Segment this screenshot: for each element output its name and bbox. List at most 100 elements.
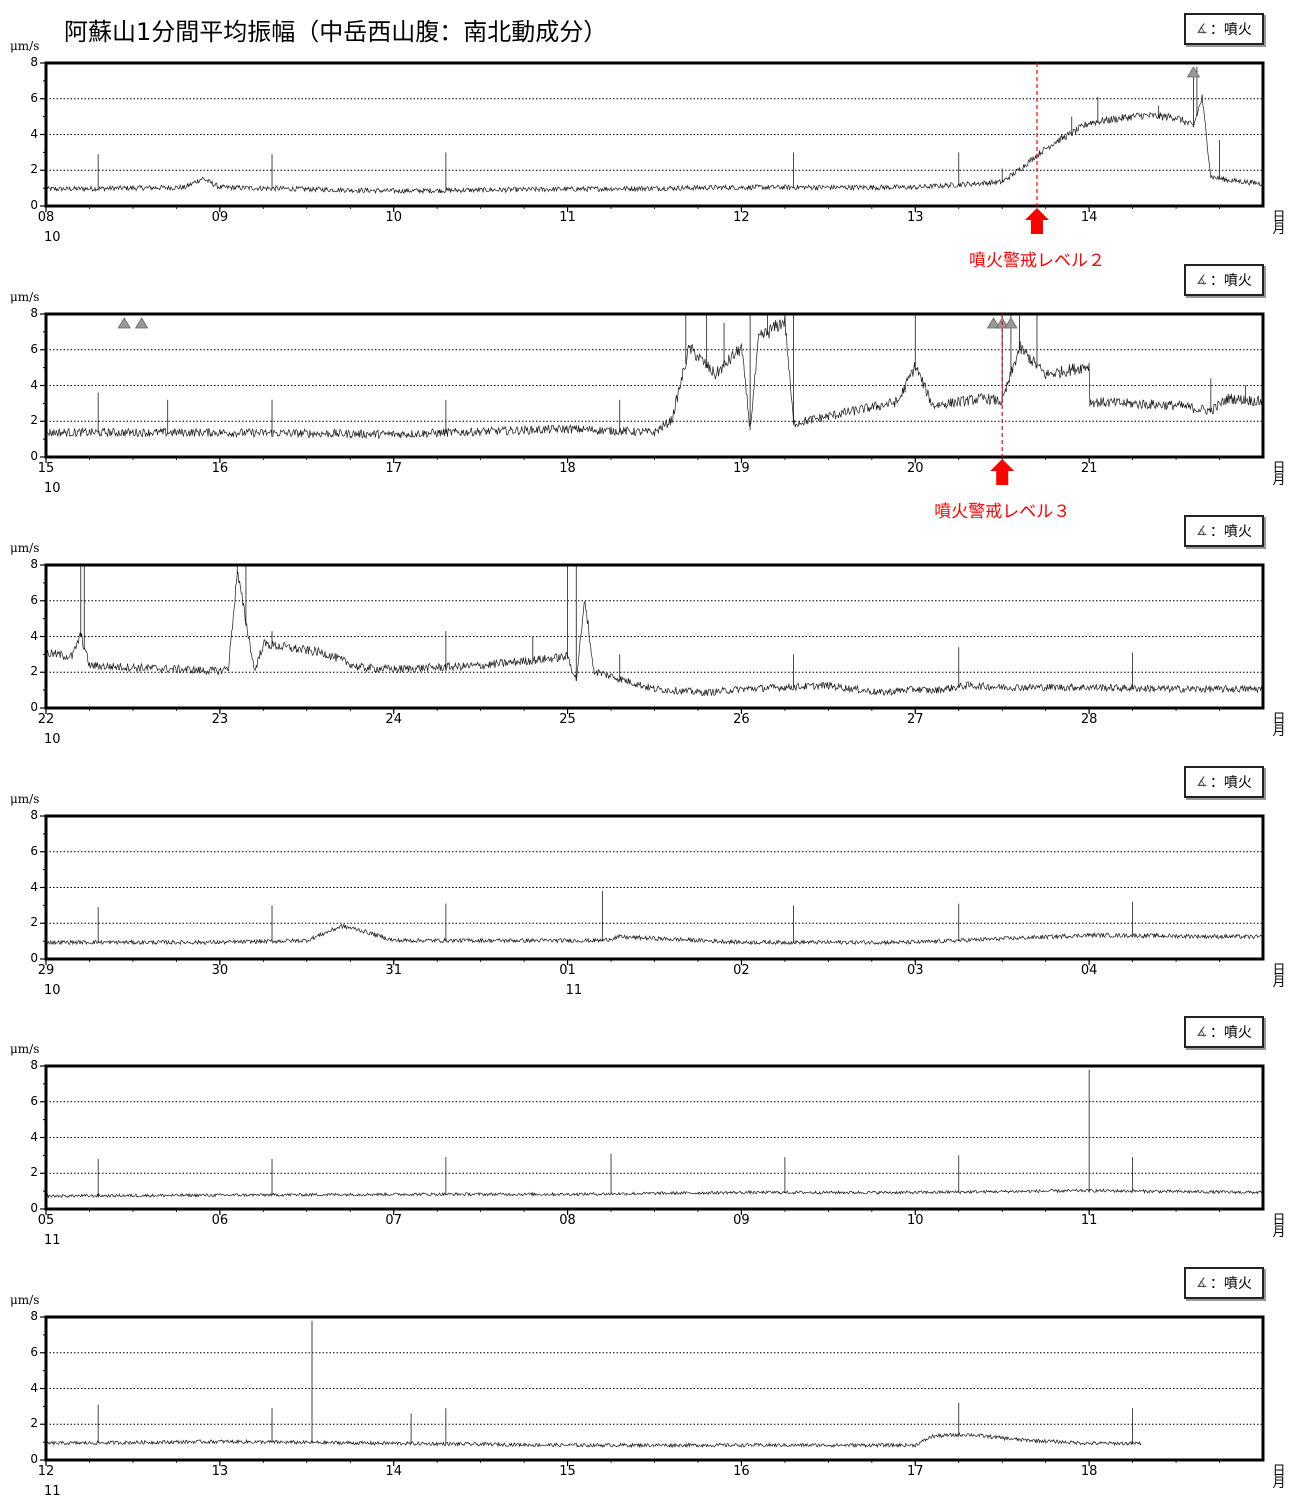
y-tick-label: 6 [30, 90, 38, 105]
plot-frame [44, 61, 1265, 208]
y-tick-label: 2 [30, 664, 38, 679]
y-tick-label: 0 [30, 700, 38, 714]
panel-6 [40, 1315, 1265, 1466]
unit-label: μm/s [10, 792, 40, 806]
x-tick-label: 24 [385, 712, 402, 727]
legend-label: ：噴火 [1209, 273, 1252, 289]
y-tick-label: 0 [30, 1201, 38, 1215]
y-tick-label: 0 [30, 1452, 38, 1466]
page-title: 阿蘇山1分間平均振幅（中岳西山腹：南北動成分） [64, 18, 608, 46]
eruption-marker [134, 317, 149, 329]
y-tick-label: 4 [30, 1380, 38, 1395]
x-tick-label: 21 [1080, 461, 1098, 476]
x-tick-label: 29 [37, 963, 55, 978]
plot-frame [44, 1064, 1265, 1211]
x-tick-label: 15 [559, 1464, 576, 1479]
axis-unit-day-month: 日 月 [1272, 1213, 1286, 1240]
axis-unit-day-month: 日 月 [1272, 210, 1286, 237]
y-tick-label: 8 [30, 55, 38, 69]
unit-label: μm/s [10, 39, 40, 53]
x-tick-label: 06 [211, 1213, 229, 1228]
x-tick-label: 25 [559, 712, 576, 727]
eruption-marker-icon: ∡ [1196, 21, 1208, 37]
amplitude-trace [46, 1432, 1142, 1449]
x-tick-label: 19 [733, 461, 750, 476]
plot-frame [44, 563, 1265, 710]
y-tick-label: 2 [30, 1165, 38, 1180]
x-tick-label: 01 [559, 963, 576, 978]
panel-1 [40, 61, 1265, 234]
month-label: 11 [44, 1233, 61, 1248]
y-tick-label: 6 [30, 843, 38, 858]
eruption-legend: ∡ ：噴火 [1184, 13, 1264, 45]
axis-unit-day-month: 日 月 [1272, 461, 1286, 488]
amplitude-trace [46, 1188, 1263, 1199]
amplitude-trace [46, 314, 1263, 440]
y-tick-label: 4 [30, 628, 38, 643]
x-tick-label: 23 [211, 712, 229, 727]
eruption-legend: ∡ ：噴火 [1184, 766, 1264, 798]
eruption-marker-icon: ∡ [1196, 774, 1208, 790]
trace-group [46, 314, 1263, 440]
x-tick-label: 20 [907, 461, 924, 476]
x-tick-label: 09 [733, 1213, 750, 1228]
y-tick-label: 2 [30, 413, 38, 428]
eruption-legend: ∡ ：噴火 [1184, 264, 1264, 296]
y-tick-label: 0 [30, 449, 38, 463]
eruption-marker [986, 317, 1001, 329]
trace-group [46, 1069, 1263, 1199]
y-tick-label: 0 [30, 951, 38, 965]
x-tick-label: 03 [907, 963, 924, 978]
trace-group [46, 565, 1263, 697]
x-tick-label: 08 [559, 1213, 576, 1228]
unit-label: μm/s [10, 1293, 40, 1307]
plot-frame [44, 312, 1265, 459]
eruption-marker [1186, 66, 1201, 78]
y-tick-label: 6 [30, 1344, 38, 1359]
unit-label: μm/s [10, 1042, 40, 1056]
x-tick-label: 07 [385, 1213, 402, 1228]
legend-label: ：噴火 [1209, 22, 1252, 38]
trace-group [46, 891, 1263, 946]
x-tick-label: 11 [1080, 1213, 1098, 1228]
plot-frame [44, 1315, 1265, 1462]
y-tick-label: 4 [30, 126, 38, 141]
y-tick-label: 0 [30, 198, 38, 212]
month-label: 10 [44, 983, 61, 998]
unit-label: μm/s [10, 290, 40, 304]
panel-3 [40, 563, 1265, 714]
x-tick-label: 16 [211, 461, 229, 476]
y-tick-label: 6 [30, 592, 38, 607]
x-tick-label: 14 [1080, 210, 1098, 225]
y-tick-label: 2 [30, 162, 38, 177]
x-tick-label: 02 [733, 963, 750, 978]
y-tick-label: 2 [30, 1416, 38, 1431]
panel-4 [40, 814, 1265, 965]
y-tick-label: 6 [30, 341, 38, 356]
month-label: 10 [44, 230, 61, 245]
month-label: 10 [44, 481, 61, 496]
x-tick-label: 12 [733, 210, 750, 225]
x-tick-label: 27 [907, 712, 924, 727]
x-tick-label: 18 [1080, 1464, 1098, 1479]
y-tick-label: 8 [30, 1309, 38, 1323]
x-tick-label: 18 [559, 461, 576, 476]
y-tick-label: 8 [30, 1058, 38, 1072]
legend-label: ：噴火 [1209, 1276, 1252, 1292]
unit-label: μm/s [10, 541, 40, 555]
plot-frame [44, 814, 1265, 961]
x-tick-label: 05 [37, 1213, 55, 1228]
panel-5 [40, 1064, 1265, 1215]
amplitude-trace [46, 571, 1263, 697]
y-tick-label: 4 [30, 1129, 38, 1144]
alert-level-label: 噴火警戒レベル２ [968, 251, 1105, 271]
y-tick-label: 4 [30, 377, 38, 392]
y-tick-label: 8 [30, 808, 38, 822]
x-tick-label: 11 [559, 210, 576, 225]
eruption-marker-icon: ∡ [1196, 272, 1208, 288]
amplitude-trace [46, 94, 1263, 195]
x-tick-label: 14 [385, 1464, 402, 1479]
legend-label: ：噴火 [1209, 524, 1252, 540]
x-tick-label: 30 [211, 963, 229, 978]
